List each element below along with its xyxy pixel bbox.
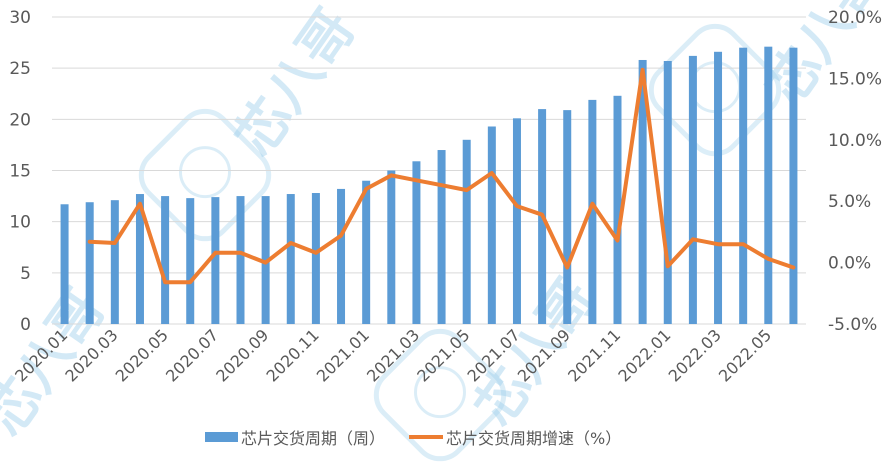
x-tick-label: 2021.03 <box>363 325 423 385</box>
bar <box>110 200 119 324</box>
bar <box>211 197 220 324</box>
bar <box>60 204 69 324</box>
bar <box>135 194 144 324</box>
bar <box>714 51 723 324</box>
x-tick-label: 2021.01 <box>313 325 373 385</box>
bar <box>487 126 496 324</box>
right-tick-label: 10.0% <box>828 131 882 151</box>
bar <box>764 46 773 324</box>
x-tick-label: 2020.03 <box>61 325 121 385</box>
x-tick-label: 2021.07 <box>464 325 524 385</box>
bar <box>85 202 94 324</box>
legend-bar-swatch <box>205 432 238 442</box>
x-tick-label: 2021.09 <box>514 325 574 385</box>
bar <box>789 47 798 324</box>
bar <box>337 188 346 324</box>
bar <box>613 95 622 325</box>
legend-bar-label: 芯片交货周期（周） <box>241 429 386 448</box>
x-tick-label: 2020.09 <box>212 325 272 385</box>
left-tick-label: 15 <box>9 162 31 182</box>
right-tick-label: 15.0% <box>828 69 882 89</box>
x-tick-label: 2021.11 <box>564 325 624 385</box>
right-axis-ticks: -5.0% 0.0% 5.0% 10.0% 15.0% 20.0% <box>828 8 882 335</box>
x-tick-label: 2020.07 <box>162 325 222 385</box>
right-tick-label: 0.0% <box>828 254 871 274</box>
x-tick-label: 2022.05 <box>715 325 775 385</box>
left-tick-label: 30 <box>9 8 31 28</box>
bar <box>286 194 295 324</box>
left-axis-ticks: 0 5 10 15 20 25 30 <box>9 8 31 335</box>
bar <box>588 99 597 324</box>
legend-item-line: 芯片交货周期增速（%） <box>399 425 621 449</box>
x-tick-label: 2021.05 <box>413 325 473 385</box>
left-tick-label: 0 <box>20 315 31 335</box>
line-series <box>87 67 796 285</box>
bar <box>638 59 647 324</box>
bar <box>437 150 446 324</box>
right-tick-label: 5.0% <box>828 192 871 212</box>
bar <box>236 196 245 324</box>
legend-item-bar: 芯片交货周期（周） <box>205 425 385 449</box>
right-tick-label: 20.0% <box>828 8 882 28</box>
bar <box>739 47 748 324</box>
left-tick-label: 10 <box>9 213 31 233</box>
x-tick-label: 2022.03 <box>665 325 725 385</box>
bar <box>362 180 371 324</box>
bar <box>663 61 672 325</box>
legend: 芯片交货周期（周） 芯片交货周期增速（%） <box>205 425 635 449</box>
chart: 0 5 10 15 20 25 30 -5.0% 0.0% 5.0% 10.0% 15.0% 20.0… <box>9 8 882 386</box>
bar <box>387 170 396 324</box>
x-axis-ticks: 2020.012020.032020.052020.072020.092020.… <box>11 325 775 385</box>
left-tick-label: 25 <box>9 59 31 79</box>
bar <box>563 110 572 324</box>
gridlines <box>52 16 806 325</box>
bar <box>311 193 320 324</box>
bar <box>688 55 697 325</box>
x-tick-label: 2020.05 <box>112 325 172 385</box>
x-tick-label: 2022.01 <box>614 325 674 385</box>
legend-line-label: 芯片交货周期增速（%） <box>446 429 622 448</box>
x-tick-label: 2020.11 <box>263 325 323 385</box>
right-tick-label: -5.0% <box>828 315 877 335</box>
growth-line <box>87 67 796 285</box>
left-tick-label: 20 <box>9 110 31 130</box>
bar <box>412 161 421 324</box>
bar <box>512 118 521 324</box>
legend-line-swatch <box>409 435 444 439</box>
bar <box>161 196 170 324</box>
left-tick-label: 5 <box>20 264 31 284</box>
bar <box>462 139 471 324</box>
bar <box>186 198 195 324</box>
